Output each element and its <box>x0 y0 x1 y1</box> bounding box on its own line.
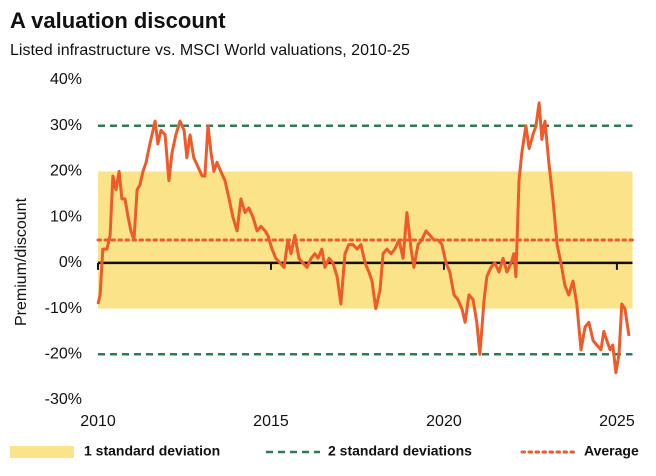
y-tick-label: 30% <box>50 117 82 134</box>
y-tick-label: -30% <box>45 391 82 408</box>
legend-swatch <box>10 446 74 458</box>
data-line <box>96 101 631 375</box>
y-tick-label: 0% <box>59 254 82 271</box>
legend-label: 1 standard deviation <box>84 443 220 459</box>
legend-label: Average <box>584 443 639 459</box>
x-tick-label: 2015 <box>253 413 289 430</box>
y-tick-label: -10% <box>45 300 82 317</box>
legend-label: 2 standard deviations <box>328 443 472 459</box>
y-tick-label: 20% <box>50 163 82 180</box>
y-tick-label: 40% <box>50 71 82 88</box>
y-tick-label: 10% <box>50 208 82 225</box>
chart-title: A valuation discount <box>10 8 226 33</box>
x-tick-label: 2010 <box>80 413 116 430</box>
y-axis-label: Premium/discount <box>13 197 30 326</box>
x-tick-label: 2025 <box>599 413 635 430</box>
chart-subtitle: Listed infrastructure vs. MSCI World val… <box>10 42 410 59</box>
x-tick-label: 2020 <box>426 413 462 430</box>
y-tick-label: -20% <box>45 346 82 363</box>
